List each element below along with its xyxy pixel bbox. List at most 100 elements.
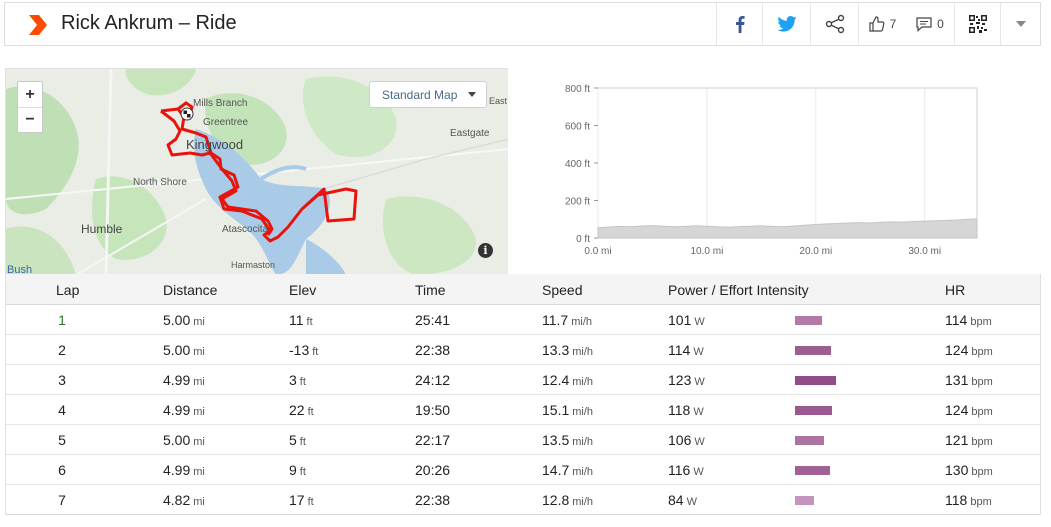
lap-speed-value: 11.7 [542, 312, 569, 328]
effort-intensity-bar [795, 466, 830, 475]
lap-time: 22:17 [415, 432, 450, 448]
lap-time-value: 24:12 [415, 372, 451, 388]
lap-speed-unit: mi/h [572, 466, 594, 478]
lap-power-value: 114 [668, 342, 691, 358]
lap-time: 22:38 [415, 342, 450, 358]
lap-distance-value: 4.99 [163, 462, 191, 478]
lap-distance-unit: mi [193, 436, 205, 448]
lap-power: 84 W [668, 492, 697, 508]
map-label-greentree: Greentree [203, 117, 249, 128]
facebook-share-button[interactable] [716, 3, 762, 45]
lap-speed-value: 15.1 [542, 402, 570, 418]
lap-distance-value: 4.99 [163, 402, 191, 418]
qr-code-icon [968, 15, 987, 33]
caret-down-icon [468, 92, 476, 97]
elevation-chart: 0.0 mi 10.0 mi 20.0 mi 30.0 mi 800 ft 600 ft 4… [514, 68, 1041, 274]
table-row[interactable]: 6 4.99 mi 9 ft 20:26 14.7 mi/h 116 W 130 bpm [6, 455, 1040, 485]
table-row[interactable]: 4 4.99 mi 22 ft 19:50 15.1 mi/h 118 W 124 bpm [6, 395, 1040, 425]
table-row[interactable]: 1 5.00 mi 11 ft 25:41 11.7 mi/h 101 W 114 bpm [6, 305, 1040, 335]
lap-number: 3 [52, 372, 72, 388]
lap-power-value: 101 [668, 312, 692, 328]
lap-number: 5 [52, 432, 72, 448]
lap-speed-value: 13.3 [542, 342, 570, 358]
lap-power: 114 W [668, 342, 704, 358]
lap-number: 7 [52, 492, 72, 508]
lap-elevation-unit: ft [299, 436, 306, 448]
elevation-area-series [597, 218, 978, 239]
lap-power-value: 84 [668, 492, 684, 508]
table-row[interactable]: 2 5.00 mi -13 ft 22:38 13.3 mi/h 114 W 124 bpm [6, 335, 1040, 365]
qr-code-button[interactable] [954, 3, 1000, 45]
lap-elevation: 9 ft [289, 462, 306, 478]
effort-intensity-bar [795, 496, 814, 505]
zoom-out-button[interactable]: − [18, 107, 42, 132]
map-label-humble: Humble [81, 222, 123, 236]
lap-power-unit: W [694, 436, 705, 448]
lap-number-value: 6 [58, 462, 66, 478]
lap-elevation-value: 9 [289, 462, 297, 478]
lap-heart-rate-unit: bpm [971, 346, 993, 358]
table-row[interactable]: 5 5.00 mi 5 ft 22:17 13.5 mi/h 106 W 121 bpm [6, 425, 1040, 455]
twitter-icon [776, 16, 797, 32]
lap-speed-unit: mi/h [572, 406, 594, 418]
lap-elevation-value: -13 [289, 342, 310, 358]
col-header-speed: Speed [542, 282, 583, 298]
lap-elevation: 22 ft [289, 402, 314, 418]
lap-speed-unit: mi/h [572, 496, 594, 508]
map-info-icon[interactable]: i [478, 243, 493, 258]
y-tick-label: 800 ft [565, 84, 590, 95]
effort-intensity-bar [795, 316, 822, 325]
lap-speed: 14.7 mi/h [542, 462, 593, 478]
activity-title: Rick Ankrum – Ride [61, 12, 237, 34]
lap-power: 123 W [668, 372, 705, 388]
kudos-button[interactable]: 7 [858, 3, 906, 45]
map-style-select[interactable]: Standard Map [369, 81, 487, 108]
lap-number-value: 5 [58, 432, 66, 448]
col-header-power: Power / Effort Intensity [668, 282, 809, 298]
zoom-in-button[interactable]: + [25, 85, 35, 103]
lap-time-value: 20:26 [415, 462, 451, 478]
lap-number-value: 7 [58, 492, 66, 508]
lap-number-value: 4 [58, 402, 66, 418]
lap-time: 24:12 [415, 372, 450, 388]
effort-intensity-bar [795, 436, 824, 445]
lap-heart-rate-unit: bpm [971, 466, 993, 478]
lap-heart-rate: 114 bpm [945, 312, 992, 328]
share-icon [825, 14, 844, 34]
lap-time-value: 22:38 [415, 492, 451, 508]
lap-distance-value: 4.99 [163, 372, 191, 388]
col-header-distance: Distance [163, 282, 218, 298]
lap-distance: 4.99 mi [163, 372, 205, 388]
lap-speed-unit: mi/h [572, 436, 594, 448]
map-label-atascocita: Atascocita [222, 224, 269, 235]
lap-power-value: 123 [668, 372, 692, 388]
share-button[interactable] [810, 3, 858, 45]
lap-elevation-value: 17 [289, 492, 305, 508]
map-label-mills-branch: Mills Branch [193, 98, 248, 109]
lap-time: 20:26 [415, 462, 450, 478]
map-label-east-grov: East Grov [489, 96, 508, 106]
lap-time-value: 22:17 [415, 432, 451, 448]
lap-distance: 4.99 mi [163, 462, 205, 478]
map-zoom-control: + − [17, 81, 43, 133]
lap-elevation-unit: ft [299, 376, 306, 388]
col-header-time: Time [415, 282, 446, 298]
route-map[interactable]: + − Standard Map Mills Branch Greentree … [5, 68, 508, 274]
lap-elevation-value: 3 [289, 372, 297, 388]
x-tick-label: 30.0 mi [908, 246, 941, 257]
lap-distance-unit: mi [193, 316, 205, 328]
lap-speed-unit: mi/h [571, 316, 592, 328]
twitter-share-button[interactable] [762, 3, 810, 45]
lap-speed: 13.5 mi/h [542, 432, 593, 448]
lap-heart-rate-value: 121 [945, 432, 969, 448]
lap-elevation-unit: ft [312, 346, 319, 358]
table-row[interactable]: 3 4.99 mi 3 ft 24:12 12.4 mi/h 123 W 131 bpm [6, 365, 1040, 395]
y-tick-label: 600 ft [565, 122, 590, 133]
map-label-north-shore: North Shore [133, 177, 187, 188]
lap-heart-rate-unit: bpm [971, 406, 993, 418]
lap-heart-rate-unit: bpm [970, 496, 992, 508]
map-style-label: Standard Map [382, 87, 458, 102]
table-row[interactable]: 7 4.82 mi 17 ft 22:38 12.8 mi/h 84 W 118 bpm [6, 485, 1040, 515]
comment-button[interactable]: 0 [906, 3, 954, 45]
more-options-button[interactable] [1000, 3, 1040, 45]
